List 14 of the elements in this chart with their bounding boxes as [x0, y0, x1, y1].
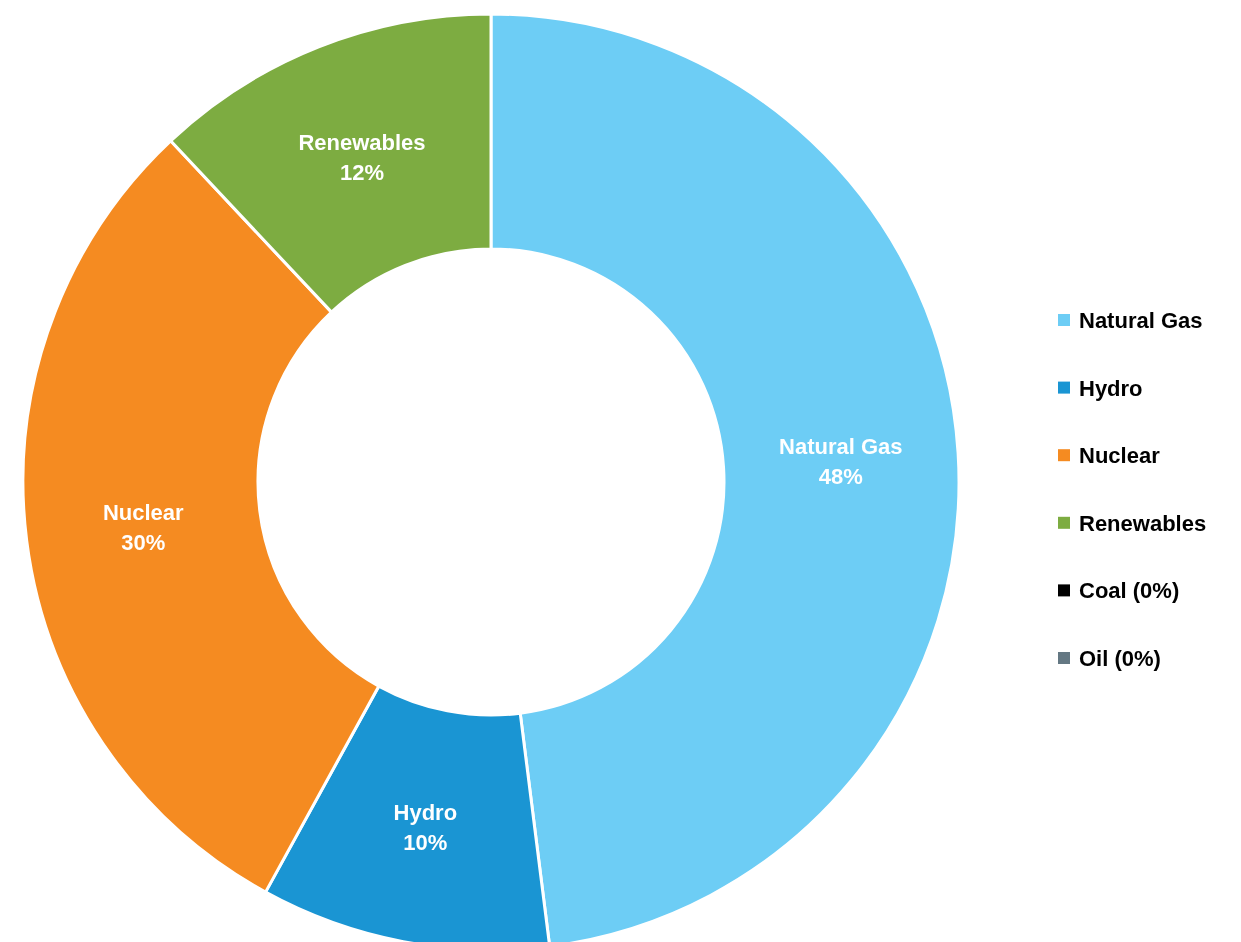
- slice-label: Nuclear: [102, 499, 185, 525]
- slice-label: Hydro: [393, 800, 458, 826]
- legend-label: Renewables: [1079, 510, 1207, 536]
- slice-label: Renewables: [298, 130, 426, 156]
- data-label: 30%: [121, 529, 166, 555]
- legend-label: Hydro: [1079, 375, 1143, 401]
- legend-label: Natural Gas: [1079, 308, 1203, 333]
- slice-label: Natural Gas: [779, 433, 903, 459]
- legend-label: Coal (0%): [1079, 578, 1180, 604]
- data-label: 48%: [818, 463, 863, 489]
- legend-label: Oil (0%): [1079, 646, 1161, 671]
- legend-label: Nuclear: [1079, 443, 1161, 469]
- data-label: 12%: [339, 160, 384, 186]
- data-label: 10%: [403, 830, 448, 856]
